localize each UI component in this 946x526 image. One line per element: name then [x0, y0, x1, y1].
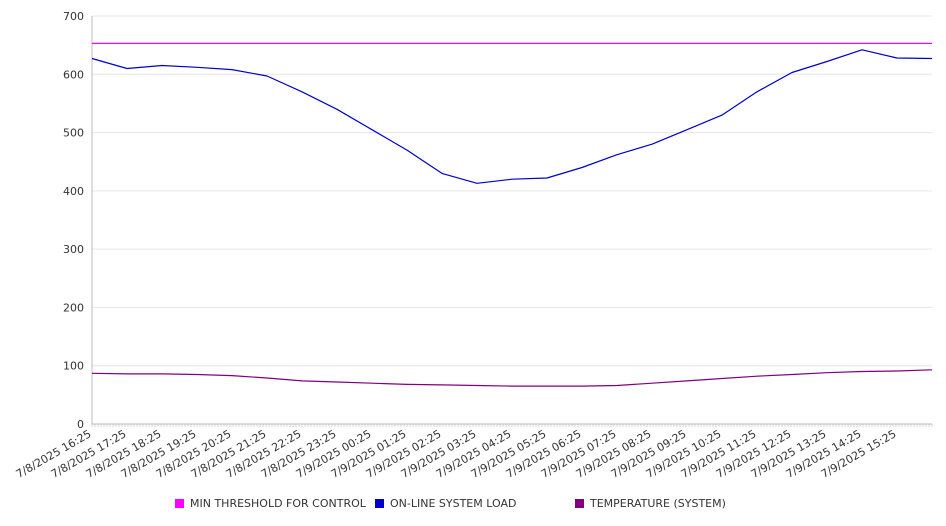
- series-lines: [91, 42, 933, 387]
- legend-item-min-threshold[interactable]: MIN THRESHOLD FOR CONTROL: [175, 497, 366, 510]
- grid-lines: [92, 15, 932, 425]
- y-tick-label: 400: [63, 185, 84, 198]
- y-tick-label: 200: [63, 301, 84, 314]
- legend-swatch: [575, 499, 584, 508]
- legend-item-system-load[interactable]: ON-LINE SYSTEM LOAD: [375, 497, 516, 510]
- y-tick-label: 100: [63, 360, 84, 373]
- legend-label: MIN THRESHOLD FOR CONTROL: [190, 497, 366, 510]
- series-line-2: [91, 369, 933, 387]
- series-line-1: [91, 49, 933, 184]
- y-tick-label: 300: [63, 243, 84, 256]
- legend-swatch: [375, 499, 384, 508]
- y-tick-label: 600: [63, 68, 84, 81]
- x-axis-ticks: 7/8/2025 16:257/8/2025 17:257/8/2025 18:…: [14, 427, 899, 481]
- y-tick-label: 500: [63, 127, 84, 140]
- axes: [91, 16, 933, 427]
- legend-swatch: [175, 499, 184, 508]
- y-axis-ticks: 0 100 200 300 400 500 600 700: [63, 10, 84, 431]
- legend: MIN THRESHOLD FOR CONTROL ON-LINE SYSTEM…: [0, 497, 946, 517]
- y-tick-label: 0: [77, 418, 84, 431]
- y-tick-label: 700: [63, 10, 84, 23]
- legend-label: ON-LINE SYSTEM LOAD: [390, 497, 517, 510]
- legend-label: TEMPERATURE (SYSTEM): [590, 497, 726, 510]
- legend-item-temperature[interactable]: TEMPERATURE (SYSTEM): [575, 497, 726, 510]
